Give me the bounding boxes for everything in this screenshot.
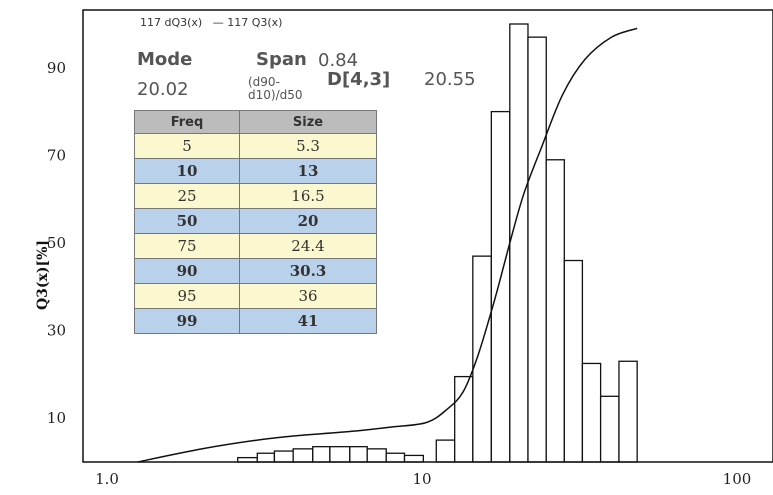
x-tick-label: 1.0 [95,470,119,488]
histogram-bars [237,23,638,463]
span-label: Span [256,49,307,70]
freq-header: Freq [134,110,240,134]
d43-label: D[4,3] [327,69,391,90]
freq-cell: 99 [134,308,240,334]
histogram-bar [256,452,276,463]
histogram-bar [599,395,620,463]
table-row: 90 30.3 [134,258,377,284]
table-row: 75 24.4 [134,233,377,259]
mode-label: Mode [137,49,193,70]
table-row: 50 20 [134,208,377,234]
y-tick-label: 30 [47,322,66,340]
table-row: 10 13 [134,158,377,184]
size-cell: 41 [239,308,377,334]
histogram-bar [509,23,529,463]
cumulative-curve [137,27,638,463]
percentile-table: Freq Size 5 5.3 10 13 25 16.5 50 20 75 2… [134,110,377,334]
axis-ticks: 10 30 50 70 90 1.0 10 100 [47,59,751,488]
plot-frame [82,9,773,463]
y-tick-label: 50 [47,234,66,252]
table-row: 5 5.3 [134,133,377,159]
histogram-bar [581,362,602,463]
freq-cell: 75 [134,233,240,259]
histogram-bar [349,446,368,463]
table-row: 99 41 [134,308,377,334]
mode-value: 20.02 [137,79,189,100]
span-value: 0.84 [318,50,359,71]
histogram-bar [403,454,425,463]
freq-cell: 5 [134,133,240,159]
y-axis-label: Q3(x)[%] [35,240,51,310]
y-tick-label: 10 [47,409,66,427]
size-cell: 36 [239,283,377,309]
histogram-bar [292,448,314,463]
size-cell: 30.3 [239,258,377,284]
histogram-bar [490,110,511,463]
chart-legend: 117 dQ3(x) — 117 Q3(x) [140,16,282,29]
freq-cell: 25 [134,183,240,209]
histogram-bar [472,255,492,463]
histogram-bar [527,36,547,463]
legend-entry-cumulative: — 117 Q3(x) [212,16,283,29]
histogram-bar [312,446,331,463]
table-row: 95 36 [134,283,377,309]
size-cell: 24.4 [239,233,377,259]
histogram-bar [385,452,406,463]
histogram-bar [618,360,638,463]
table-header-row: Freq Size [134,110,377,134]
size-cell: 20 [239,208,377,234]
freq-cell: 90 [134,258,240,284]
size-header: Size [239,110,377,134]
freq-cell: 50 [134,208,240,234]
histogram-bar [366,448,387,463]
x-tick-label: 10 [412,470,431,488]
span-formula: (d90-d10)/d50 [248,75,303,102]
histogram-bar [273,450,294,463]
y-tick-label: 90 [47,59,66,77]
size-cell: 16.5 [239,183,377,209]
histogram-bar [435,439,456,463]
size-cell: 13 [239,158,377,184]
table-row: 25 16.5 [134,183,377,209]
histogram-bar [545,159,565,463]
d43-value: 20.55 [424,69,476,90]
histogram-bar [563,259,584,463]
legend-entry-histogram: 117 dQ3(x) [140,16,203,29]
freq-cell: 10 [134,158,240,184]
x-tick-label: 100 [723,470,752,488]
freq-cell: 95 [134,283,240,309]
histogram-bar [329,446,351,463]
y-tick-label: 70 [47,146,66,164]
size-cell: 5.3 [239,133,377,159]
